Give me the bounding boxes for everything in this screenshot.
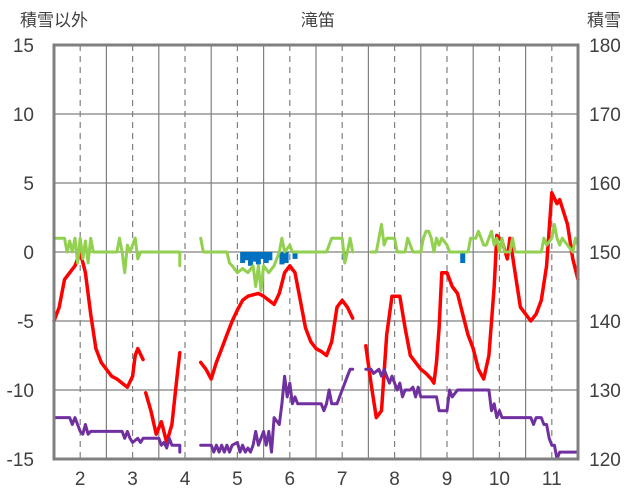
series-line <box>52 416 182 454</box>
y-right-tick-label: 120 <box>589 450 621 471</box>
tick-labels: 15 10 5 0 -5 -10 -15 180 170 160 150 140 130 120 2 3 4 5 6… <box>7 36 621 490</box>
snowfall-bar <box>283 252 289 264</box>
plot-area-border <box>52 43 580 461</box>
x-tick-label: 2 <box>75 469 86 490</box>
y-left-tick-label: -15 <box>7 450 34 471</box>
snowfall-bar <box>251 252 257 262</box>
snowfall-bar <box>292 252 298 259</box>
series-line <box>198 264 355 381</box>
y-left-tick-label: 0 <box>23 243 34 264</box>
y-right-tick-label: 170 <box>589 105 621 126</box>
series-line <box>199 236 355 293</box>
snowfall-bar <box>460 252 466 264</box>
snowfall-bar <box>243 252 249 261</box>
series-line <box>369 222 580 254</box>
y-right-tick-label: 130 <box>589 381 621 402</box>
snowfall-bar <box>255 252 261 265</box>
y-left-tick-label: 5 <box>23 174 34 195</box>
series-line <box>364 367 580 461</box>
x-tick-label: 7 <box>337 469 348 490</box>
x-tick-label: 8 <box>389 469 400 490</box>
left-axis-title: 積雪以外 <box>20 11 88 31</box>
snowfall-bar <box>248 252 253 266</box>
right-axis-title: 積雪 <box>587 11 621 31</box>
series-line <box>364 190 580 420</box>
x-tick-label: 11 <box>542 469 562 490</box>
y-left-tick-label: 15 <box>13 36 34 57</box>
x-tick-label: 6 <box>285 469 296 490</box>
series-line <box>199 367 355 454</box>
x-tick-label: 4 <box>180 469 191 490</box>
x-tick-label: 10 <box>489 469 510 490</box>
y-right-tick-label: 140 <box>589 312 621 333</box>
y-right-tick-label: 180 <box>589 36 621 57</box>
y-right-tick-label: 160 <box>589 174 621 195</box>
y-left-tick-label: -10 <box>7 381 34 402</box>
snowfall-bar <box>279 252 285 265</box>
snowfall-bar <box>263 252 269 264</box>
y-right-tick-label: 150 <box>589 243 621 264</box>
x-tick-label: 3 <box>127 469 138 490</box>
snowfall-bar <box>259 252 265 259</box>
series-line <box>52 250 145 389</box>
y-left-tick-label: -5 <box>17 312 34 333</box>
y-left-tick-label: 10 <box>13 105 34 126</box>
series-line <box>143 350 182 445</box>
x-tick-label: 5 <box>232 469 243 490</box>
x-tick-label: 9 <box>442 469 453 490</box>
chart-title: 滝笛 <box>301 11 335 31</box>
series-line <box>52 236 182 275</box>
data-lines <box>52 190 580 461</box>
snowfall-bar <box>267 252 273 261</box>
snowfall-bar <box>240 252 246 264</box>
